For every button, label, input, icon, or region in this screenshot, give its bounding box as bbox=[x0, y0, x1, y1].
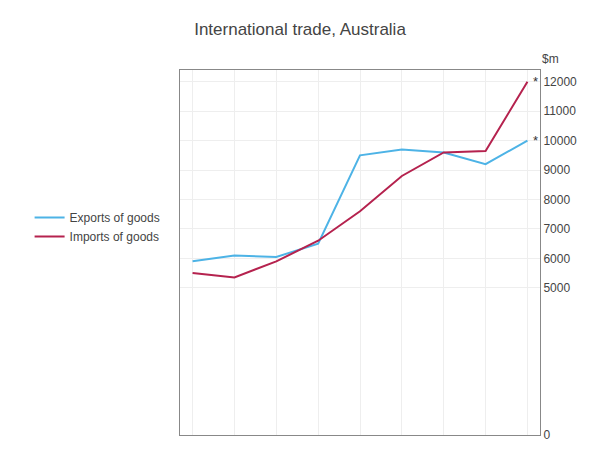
svg-text:0: 0 bbox=[543, 428, 550, 442]
svg-text:10000: 10000 bbox=[543, 134, 577, 148]
svg-text:$m: $m bbox=[542, 52, 559, 66]
svg-text:6000: 6000 bbox=[543, 252, 570, 266]
svg-text:11000: 11000 bbox=[543, 104, 576, 118]
svg-text:8000: 8000 bbox=[543, 193, 570, 207]
svg-text:International trade, Australia: International trade, Australia bbox=[194, 20, 406, 39]
svg-text:5000: 5000 bbox=[543, 281, 570, 295]
svg-text:*: * bbox=[533, 133, 538, 148]
svg-text:7000: 7000 bbox=[543, 222, 570, 236]
svg-text:9000: 9000 bbox=[543, 163, 570, 177]
svg-text:Imports of goods: Imports of goods bbox=[70, 230, 159, 244]
svg-text:*: * bbox=[533, 74, 538, 89]
svg-text:Exports of goods: Exports of goods bbox=[70, 211, 160, 225]
svg-text:12000: 12000 bbox=[543, 75, 577, 89]
